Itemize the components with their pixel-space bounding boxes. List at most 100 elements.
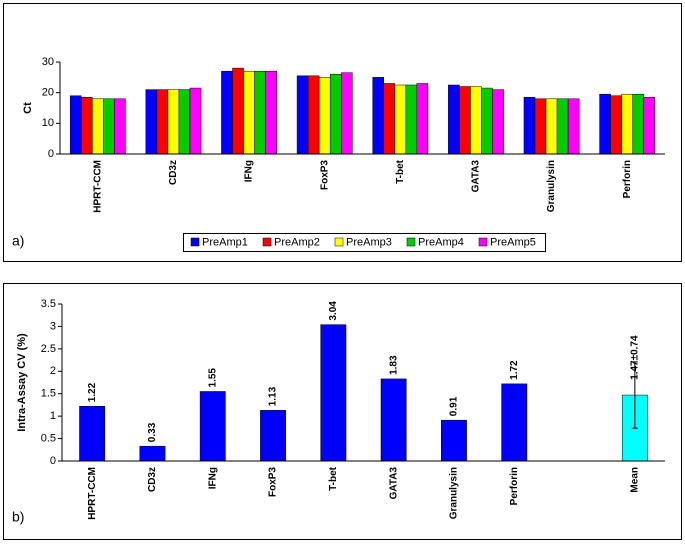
value-label: 0.33: [147, 422, 158, 442]
bar: [178, 89, 191, 155]
x-tick-label: T-bet: [328, 466, 339, 491]
bar: [329, 74, 342, 155]
legend-box: [183, 233, 546, 252]
bar: [383, 83, 396, 155]
bar: [79, 406, 106, 462]
bar: [599, 93, 611, 155]
legend-label: PreAmp2: [274, 236, 320, 248]
value-label: 1.55: [207, 368, 218, 388]
error-bar: [631, 361, 638, 429]
bar: [470, 86, 482, 155]
legend-label: PreAmp1: [202, 236, 248, 248]
legend-label: PreAmp5: [490, 236, 536, 248]
bar: [501, 383, 528, 462]
x-tick-label: Perforin: [509, 467, 520, 505]
y-tick-label: 1.5: [41, 388, 56, 400]
bar: [372, 77, 385, 155]
legend-swatch: [406, 237, 416, 247]
bar: [296, 75, 309, 155]
panel-label: b): [12, 509, 24, 525]
y-tick-label: 3: [50, 320, 56, 332]
bar: [156, 89, 169, 155]
panel-label: a): [12, 233, 24, 249]
bar: [556, 98, 569, 155]
legend-swatch: [190, 237, 200, 247]
value-label: 0.91: [449, 396, 460, 416]
bar: [139, 445, 166, 462]
value-label: 1.13: [268, 386, 279, 406]
bar: [394, 84, 407, 155]
bar: [448, 84, 460, 155]
bar: [260, 410, 286, 462]
y-axis-label: Ct: [22, 102, 34, 114]
x-tick-label: CD3z: [147, 467, 158, 492]
legend-swatch: [334, 237, 344, 247]
bar: [567, 98, 580, 155]
bar: [340, 72, 353, 155]
y-tick-label: 30: [42, 56, 54, 68]
bar: [69, 95, 82, 155]
x-tick-label: FoxP3: [268, 467, 279, 497]
y-tick-label: 10: [42, 117, 54, 129]
bar: [610, 95, 622, 155]
x-tick-label: IFNg: [244, 160, 255, 182]
bar: [114, 98, 126, 155]
bar: [481, 87, 493, 155]
x-tick-label: HPRT-CCM: [87, 467, 98, 520]
bar: [199, 391, 226, 462]
bar: [441, 419, 467, 462]
bar: [643, 97, 656, 155]
legend-swatch: [478, 237, 488, 247]
bar: [545, 98, 558, 155]
x-tick-label: GATA3: [388, 467, 399, 500]
legend-label: PreAmp4: [418, 236, 464, 248]
value-label: 1.22: [87, 382, 98, 402]
x-tick-label: Granulysin: [449, 467, 460, 519]
bar: [103, 98, 115, 155]
bar: [621, 93, 633, 155]
y-tick-label: 1: [50, 410, 56, 422]
value-label: 1.72: [509, 360, 520, 380]
bar: [254, 70, 266, 155]
x-tick-label: Perforin: [622, 160, 633, 198]
x-tick-label: GATA3: [471, 160, 482, 193]
value-label: 1.47±0.74: [629, 335, 640, 380]
bar: [534, 98, 547, 155]
x-tick-label: FoxP3: [319, 160, 330, 190]
bar: [380, 378, 407, 462]
bar: [523, 97, 536, 155]
legend-label: PreAmp3: [346, 236, 392, 248]
bar: [632, 93, 644, 155]
bar: [81, 97, 93, 155]
value-label: 3.04: [328, 301, 339, 321]
bar: [318, 77, 331, 155]
bar: [221, 70, 233, 155]
x-tick-label: IFNg: [207, 467, 218, 489]
bar: [492, 89, 504, 155]
bar: [189, 87, 202, 155]
bar: [265, 70, 277, 155]
bar: [145, 89, 158, 155]
bar: [92, 98, 104, 155]
bar: [232, 67, 244, 155]
bar: [307, 75, 320, 155]
x-tick-label: Mean: [629, 467, 640, 493]
x-tick-label: HPRT-CCM: [92, 160, 103, 213]
y-tick-label: 2.5: [41, 343, 56, 355]
value-label: 1.83: [388, 355, 399, 375]
y-tick-label: 0: [50, 455, 56, 467]
bar: [167, 89, 180, 155]
bar: [416, 83, 429, 155]
y-tick-label: 3.5: [41, 298, 56, 310]
y-tick-label: 2: [50, 365, 56, 377]
bar: [459, 86, 471, 155]
bar: [405, 84, 418, 155]
x-tick-label: CD3z: [168, 160, 179, 185]
y-tick-label: 0: [48, 148, 54, 160]
x-tick-label: T-bet: [395, 159, 406, 184]
y-tick-label: 20: [42, 87, 54, 99]
x-tick-label: Granulysin: [546, 160, 557, 212]
bar: [243, 70, 255, 155]
y-tick-label: 0.5: [41, 432, 56, 444]
